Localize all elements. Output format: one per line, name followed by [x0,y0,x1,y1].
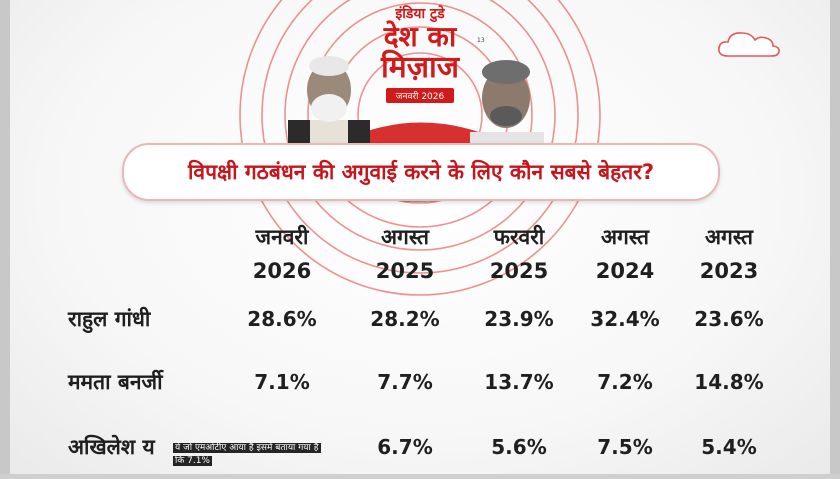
column-header-year: 2026 [252,259,312,283]
data-label-r3-c5: 5.4% [701,435,757,459]
logo-line-1: देश का [383,20,457,53]
caption-line-1: ये जो एमओटीए आया है इसमें बताया गया है [173,443,321,453]
data-label-r3-c4: 7.5% [597,435,653,459]
caption-line-2: कि 7.1% [173,456,212,466]
data-label-r1-c3: 23.9% [484,307,554,331]
logo-line-2: मिज़ाज [381,50,459,85]
column-header-year: 2023 [699,259,759,283]
logo-brand: इंडिया टुडे [395,6,445,22]
column-header-4: अगस्त 2024 [570,220,680,288]
data-label-r2-c5: 14.8% [694,370,764,394]
data-label-r2-c4: 7.2% [597,370,653,394]
data-label-r1-c2: 28.2% [370,307,440,331]
data-label-r3-c3: 5.6% [491,435,547,459]
row-label-1: राहुल गांधी [68,307,151,331]
column-header-month: अगस्त [380,225,429,249]
column-header-year: 2025 [489,259,549,283]
column-header-month: फरवरी [493,225,545,249]
column-header-month: जनवरी [255,225,309,249]
column-header-year: 2024 [595,259,655,283]
column-header-year: 2025 [375,259,435,283]
column-header-2: अगस्त 2025 [350,220,460,288]
column-header-5: अगस्त 2023 [674,220,784,288]
column-header-1: जनवरी 2026 [227,220,337,288]
data-label-r2-c2: 7.7% [377,370,433,394]
row-label-2: ममता बनर्जी [68,370,163,394]
column-header-month: अगस्त [704,225,753,249]
row-label-3: अखिलेश य [68,435,155,459]
data-label-r1-c5: 23.6% [694,307,764,331]
column-header-month: अगस्त [600,225,649,249]
data-label-r1-c1: 28.6% [247,307,317,331]
cloud-icon [718,32,780,57]
bottom-border [0,474,840,479]
left-border [0,0,10,479]
data-label-r2-c3: 13.7% [484,370,554,394]
data-label-r1-c4: 32.4% [590,307,660,331]
data-label-r3-c2: 6.7% [377,435,433,459]
subtitle-caption: ये जो एमओटीए आया है इसमें बताया गया है क… [173,442,351,468]
logo-date-badge: जनवरी 2026 [385,88,455,103]
column-header-3: फरवरी 2025 [464,220,574,288]
right-border [830,0,840,479]
data-label-r2-c1: 7.1% [254,370,310,394]
logo-superscript: 13 [477,37,485,44]
show-logo: इंडिया टुडे देश का मिज़ाज जनवरी 2026 [355,6,485,103]
chart-title: विपक्षी गठबंधन की अगुवाई करने के लिए कौन… [122,143,720,201]
